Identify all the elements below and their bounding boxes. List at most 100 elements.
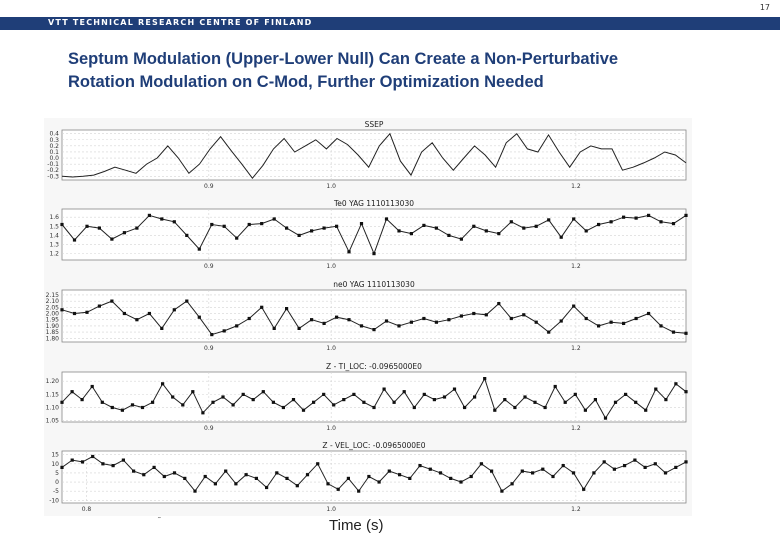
- chart-panel-5: 15 10 5 0 -5 -10 0.8 1.0 1.2 Z - VEL_LOC: -0.0965…: [49, 441, 688, 513]
- data-point: [110, 405, 114, 410]
- data-point: [497, 302, 501, 306]
- data-point: [561, 464, 565, 468]
- data-point: [633, 458, 637, 462]
- data-point: [222, 224, 226, 228]
- y-tick-label: 0: [55, 479, 59, 486]
- data-point: [132, 469, 136, 473]
- data-point: [301, 408, 306, 412]
- data-point: [211, 400, 215, 404]
- data-point: [634, 400, 638, 404]
- x-tick-label: 1.0: [326, 425, 336, 432]
- x-tick-label: 1.0: [326, 345, 336, 352]
- data-point: [372, 252, 376, 256]
- data-point: [346, 476, 350, 480]
- data-point: [459, 480, 463, 484]
- data-point: [359, 324, 364, 328]
- chart-panel-4: 1.20 1.15 1.10 1.05 0.9 1.0 1.2 Z - TI_LOC: -0.…: [46, 362, 688, 432]
- data-point: [326, 482, 330, 486]
- data-point: [120, 408, 124, 412]
- data-point: [500, 489, 504, 493]
- data-point: [684, 331, 688, 335]
- data-point: [101, 462, 105, 466]
- data-point: [463, 405, 467, 410]
- data-point: [247, 222, 251, 227]
- x-tick-label: 0.9: [204, 263, 214, 270]
- data-point: [647, 311, 651, 316]
- data-point: [335, 224, 339, 228]
- data-point: [432, 398, 436, 402]
- data-point: [297, 233, 301, 237]
- data-point: [172, 308, 176, 312]
- data-point: [142, 473, 146, 477]
- data-point: [493, 408, 497, 412]
- data-point: [473, 395, 477, 399]
- data-point: [663, 471, 668, 475]
- data-point: [422, 316, 426, 321]
- x-tick-label: 0.9: [204, 183, 214, 190]
- y-tick-label: 1.90: [46, 323, 60, 330]
- data-point: [534, 320, 538, 324]
- data-point: [408, 476, 412, 480]
- data-point: [171, 395, 175, 399]
- data-point: [254, 476, 258, 480]
- data-point: [422, 223, 426, 227]
- y-tick-label: 1.5: [49, 223, 59, 230]
- data-point: [547, 330, 551, 334]
- data-point: [275, 471, 279, 475]
- data-point: [541, 467, 545, 471]
- data-point: [547, 218, 551, 222]
- data-point: [509, 220, 513, 224]
- data-point: [197, 315, 201, 319]
- data-point: [484, 229, 488, 233]
- y-tick-label: -0.1: [47, 161, 59, 168]
- x-axis-label: Time (s): [329, 517, 384, 534]
- data-point: [251, 398, 255, 402]
- data-point: [469, 474, 473, 479]
- y-tick-label: 0.4: [49, 131, 59, 138]
- header-bar: VTT TECHNICAL RESEARCH CENTRE OF FINLAND: [0, 17, 780, 30]
- data-point: [622, 215, 626, 219]
- data-point: [322, 321, 326, 325]
- data-point: [91, 454, 95, 459]
- data-point: [563, 400, 567, 404]
- data-point: [392, 400, 396, 404]
- y-tick-label: 10: [51, 461, 59, 468]
- data-point: [523, 395, 527, 399]
- data-point: [490, 469, 494, 473]
- data-point: [271, 400, 275, 404]
- data-point: [97, 226, 101, 230]
- data-point: [447, 233, 451, 237]
- data-point: [357, 489, 361, 493]
- data-point: [664, 398, 668, 402]
- data-point: [597, 222, 601, 227]
- data-point: [438, 471, 443, 475]
- y-tick-label: 0.0: [49, 155, 59, 162]
- data-point: [551, 474, 555, 479]
- x-tick-label: 1.2: [571, 263, 581, 270]
- data-point: [583, 408, 587, 412]
- data-point: [412, 405, 416, 410]
- data-point: [659, 324, 663, 328]
- data-point: [384, 319, 389, 323]
- data-point: [90, 384, 94, 389]
- plot-frame: [61, 371, 687, 423]
- data-point: [592, 471, 596, 475]
- data-point: [612, 467, 616, 471]
- data-point: [684, 213, 688, 217]
- data-point: [434, 320, 438, 324]
- slide-title-line-2: Rotation Modulation on C-Mod, Further Op…: [68, 73, 544, 91]
- data-point: [203, 474, 207, 479]
- data-point: [147, 311, 151, 316]
- data-point: [497, 232, 501, 236]
- panel-title: Z - VEL_LOC: -0.0965000E0: [322, 441, 425, 450]
- slide-title-line-1: Septum Modulation (Upper-Lower Null) Can…: [68, 50, 619, 68]
- x-tick-label: 0.9: [204, 345, 214, 352]
- data-point: [634, 316, 638, 321]
- data-point: [85, 224, 89, 228]
- series-line: [61, 132, 687, 180]
- data-point: [185, 233, 189, 237]
- data-point: [183, 476, 187, 480]
- data-point: [160, 326, 164, 330]
- data-point: [322, 226, 326, 230]
- data-point: [285, 476, 289, 480]
